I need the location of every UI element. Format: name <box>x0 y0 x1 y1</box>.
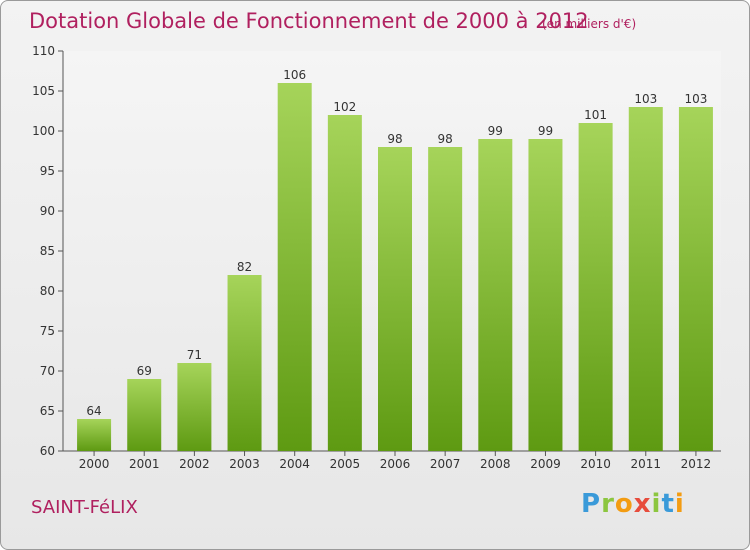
data-label: 64 <box>86 404 101 418</box>
x-tick-label: 2003 <box>229 457 260 471</box>
x-tick-label: 2005 <box>330 457 361 471</box>
x-tick-label: 2011 <box>630 457 661 471</box>
x-tick-label: 2004 <box>279 457 310 471</box>
logo-letter: t <box>661 489 675 519</box>
y-tick-label: 85 <box>40 244 55 258</box>
bar <box>578 123 613 451</box>
bar <box>628 107 663 451</box>
data-label: 102 <box>333 100 356 114</box>
chart-unit: (en milliers d'€) <box>542 17 637 31</box>
x-tick-label: 2008 <box>480 457 511 471</box>
bar <box>327 115 362 451</box>
bar <box>227 275 262 451</box>
x-tick-label: 2002 <box>179 457 210 471</box>
chart-title: Dotation Globale de Fonctionnement de 20… <box>29 9 589 33</box>
y-tick-label: 60 <box>40 444 55 458</box>
y-tick-label: 100 <box>32 124 55 138</box>
data-label: 103 <box>684 92 707 106</box>
bar <box>678 107 713 451</box>
x-tick-label: 2000 <box>79 457 110 471</box>
y-tick-label: 95 <box>40 164 55 178</box>
proxiti-logo[interactable]: Proxiti <box>581 489 685 519</box>
logo-letter: P <box>581 489 602 519</box>
y-tick-label: 90 <box>40 204 55 218</box>
data-label: 98 <box>438 132 453 146</box>
y-tick-label: 105 <box>32 84 55 98</box>
data-label: 99 <box>488 124 503 138</box>
x-tick-label: 2012 <box>681 457 712 471</box>
y-tick-label: 75 <box>40 324 55 338</box>
x-tick-label: 2009 <box>530 457 561 471</box>
x-tick-label: 2007 <box>430 457 461 471</box>
bar <box>77 419 112 451</box>
y-tick-label: 110 <box>32 44 55 58</box>
x-tick-label: 2001 <box>129 457 160 471</box>
bar <box>528 139 563 451</box>
data-label: 101 <box>584 108 607 122</box>
commune-name: SAINT-FéLIX <box>31 497 138 518</box>
bar <box>127 379 162 451</box>
x-tick-label: 2006 <box>380 457 411 471</box>
data-label: 69 <box>137 364 152 378</box>
logo-letter: i <box>651 489 662 519</box>
logo-letter: i <box>674 489 685 519</box>
y-tick-label: 65 <box>40 404 55 418</box>
logo-letter: r <box>601 489 615 519</box>
bar <box>277 83 312 451</box>
data-label: 99 <box>538 124 553 138</box>
bar <box>478 139 513 451</box>
bar <box>428 147 463 451</box>
data-label: 106 <box>283 68 306 82</box>
bar <box>378 147 412 451</box>
y-tick-label: 80 <box>40 284 55 298</box>
x-tick-label: 2010 <box>580 457 611 471</box>
data-label: 103 <box>634 92 657 106</box>
logo-letter: x <box>633 489 652 519</box>
plot-area: 60 65 70 75 80 85 90 95 100 105 110 64 2000 69 2001 71 2… <box>32 44 721 471</box>
y-tick-label: 70 <box>40 364 55 378</box>
bar <box>177 363 212 451</box>
logo-letter: o <box>614 489 634 519</box>
data-label: 71 <box>187 348 202 362</box>
data-label: 98 <box>387 132 402 146</box>
data-label: 82 <box>237 260 252 274</box>
